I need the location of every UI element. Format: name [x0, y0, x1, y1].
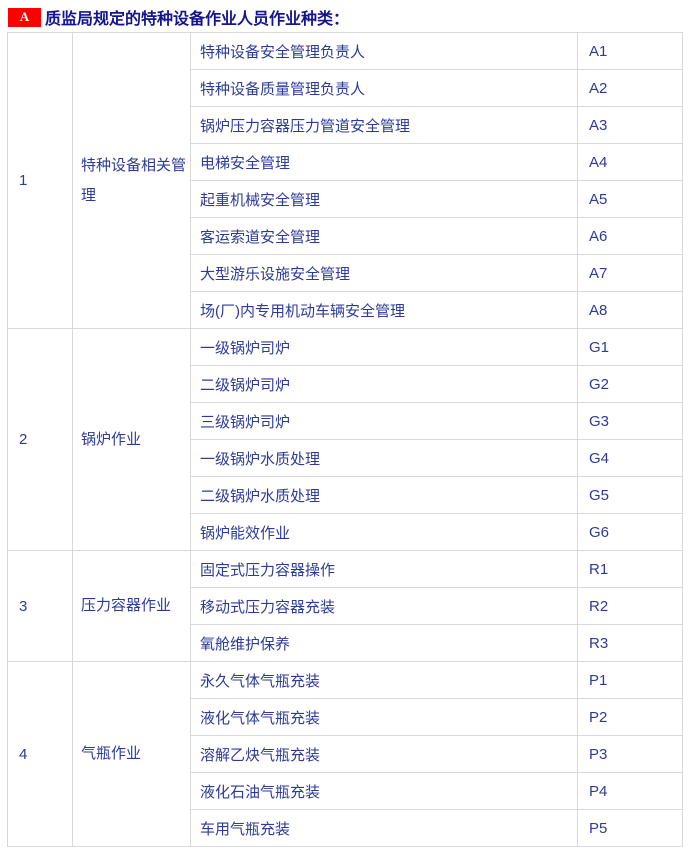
job-code-cell: A1: [577, 32, 683, 70]
job-name-cell: 液化石油气瓶充装: [190, 772, 578, 810]
job-name-cell: 一级锅炉司炉: [190, 328, 578, 366]
job-code-cell: A7: [577, 254, 683, 292]
group-category-cell: 特种设备相关管理: [72, 32, 191, 329]
job-code-cell: A3: [577, 106, 683, 144]
job-name-cell: 锅炉压力容器压力管道安全管理: [190, 106, 578, 144]
table-row: 电梯安全管理 A4: [8, 143, 683, 181]
page-title: 质监局规定的特种设备作业人员作业种类：: [45, 11, 350, 28]
job-code-cell: A4: [577, 143, 683, 181]
table-row: 起重机械安全管理 A5: [8, 180, 683, 218]
job-code-cell: G1: [577, 328, 683, 366]
job-code-cell: A5: [577, 180, 683, 218]
table-row: 客运索道安全管理 A6: [8, 217, 683, 255]
group-category-cell: 压力容器作业: [72, 550, 191, 662]
group-number-cell: 4: [7, 661, 73, 847]
job-code-cell: A6: [577, 217, 683, 255]
job-code-cell: A2: [577, 69, 683, 107]
table-row: 3 压力容器作业 固定式压力容器操作 R1: [7, 550, 683, 662]
job-name-cell: 永久气体气瓶充装: [190, 661, 578, 699]
job-code-cell: R2: [577, 587, 683, 625]
job-name-cell: 锅炉能效作业: [190, 513, 578, 551]
group-category-cell: 锅炉作业: [72, 328, 191, 551]
table-row: 液化石油气瓶充装 P4: [8, 772, 683, 810]
job-code-cell: G2: [577, 365, 683, 403]
job-name-cell: 移动式压力容器充装: [190, 587, 578, 625]
job-name-cell: 起重机械安全管理: [190, 180, 578, 218]
table-row: 二级锅炉水质处理 G5: [8, 476, 683, 514]
job-name-cell: 二级锅炉司炉: [190, 365, 578, 403]
job-name-cell: 场(厂)内专用机动车辆安全管理: [190, 291, 578, 329]
table-row: 溶解乙炔气瓶充装 P3: [8, 735, 683, 773]
special-equipment-category-table: 1 特种设备相关管理 特种设备安全管理负责人 A1 特种设备质量管理负责人 A2 锅炉压力容…: [7, 32, 683, 847]
table-row: 锅炉压力容器压力管道安全管理 A3: [8, 106, 683, 144]
job-name-cell: 氧舱维护保养: [190, 624, 578, 662]
table-row: 1 特种设备相关管理 特种设备安全管理负责人 A1: [7, 32, 683, 329]
job-code-cell: A8: [577, 291, 683, 329]
job-code-cell: R3: [577, 624, 683, 662]
job-name-cell: 固定式压力容器操作: [190, 550, 578, 588]
job-code-cell: G5: [577, 476, 683, 514]
job-name-cell: 液化气体气瓶充装: [190, 698, 578, 736]
table-row: 特种设备质量管理负责人 A2: [8, 69, 683, 107]
job-code-cell: G3: [577, 402, 683, 440]
job-name-cell: 特种设备质量管理负责人: [190, 69, 578, 107]
table-row: 大型游乐设施安全管理 A7: [8, 254, 683, 292]
group-category-cell: 气瓶作业: [72, 661, 191, 847]
job-code-cell: G6: [577, 513, 683, 551]
job-name-cell: 三级锅炉司炉: [190, 402, 578, 440]
category-table-body: 1 特种设备相关管理 特种设备安全管理负责人 A1 特种设备质量管理负责人 A2 锅炉压力容…: [7, 32, 683, 847]
job-code-cell: P1: [577, 661, 683, 699]
job-name-cell: 一级锅炉水质处理: [190, 439, 578, 477]
group-number-cell: 1: [7, 32, 73, 329]
job-name-cell: 二级锅炉水质处理: [190, 476, 578, 514]
job-name-cell: 特种设备安全管理负责人: [190, 32, 578, 70]
job-name-cell: 溶解乙炔气瓶充装: [190, 735, 578, 773]
page-header: A 质监局规定的特种设备作业人员作业种类：: [8, 7, 350, 28]
table-row: 4 气瓶作业 永久气体气瓶充装 P1: [7, 661, 683, 847]
job-code-cell: P4: [577, 772, 683, 810]
table-row: 锅炉能效作业 G6: [8, 513, 683, 551]
group-number-cell: 3: [7, 550, 73, 662]
table-row: 移动式压力容器充装 R2: [8, 587, 683, 625]
table-row: 二级锅炉司炉 G2: [8, 365, 683, 403]
table-row: 三级锅炉司炉 G3: [8, 402, 683, 440]
table-row: 2 锅炉作业 一级锅炉司炉 G1: [7, 328, 683, 551]
job-name-cell: 电梯安全管理: [190, 143, 578, 181]
job-code-cell: P3: [577, 735, 683, 773]
group-number-cell: 2: [7, 328, 73, 551]
job-name-cell: 大型游乐设施安全管理: [190, 254, 578, 292]
table-row: 氧舱维护保养 R3: [8, 624, 683, 662]
table-row: 液化气体气瓶充装 P2: [8, 698, 683, 736]
red-a-badge: A: [8, 7, 41, 27]
job-code-cell: P2: [577, 698, 683, 736]
table-row: 场(厂)内专用机动车辆安全管理 A8: [8, 291, 683, 329]
job-code-cell: R1: [577, 550, 683, 588]
job-name-cell: 客运索道安全管理: [190, 217, 578, 255]
job-code-cell: G4: [577, 439, 683, 477]
